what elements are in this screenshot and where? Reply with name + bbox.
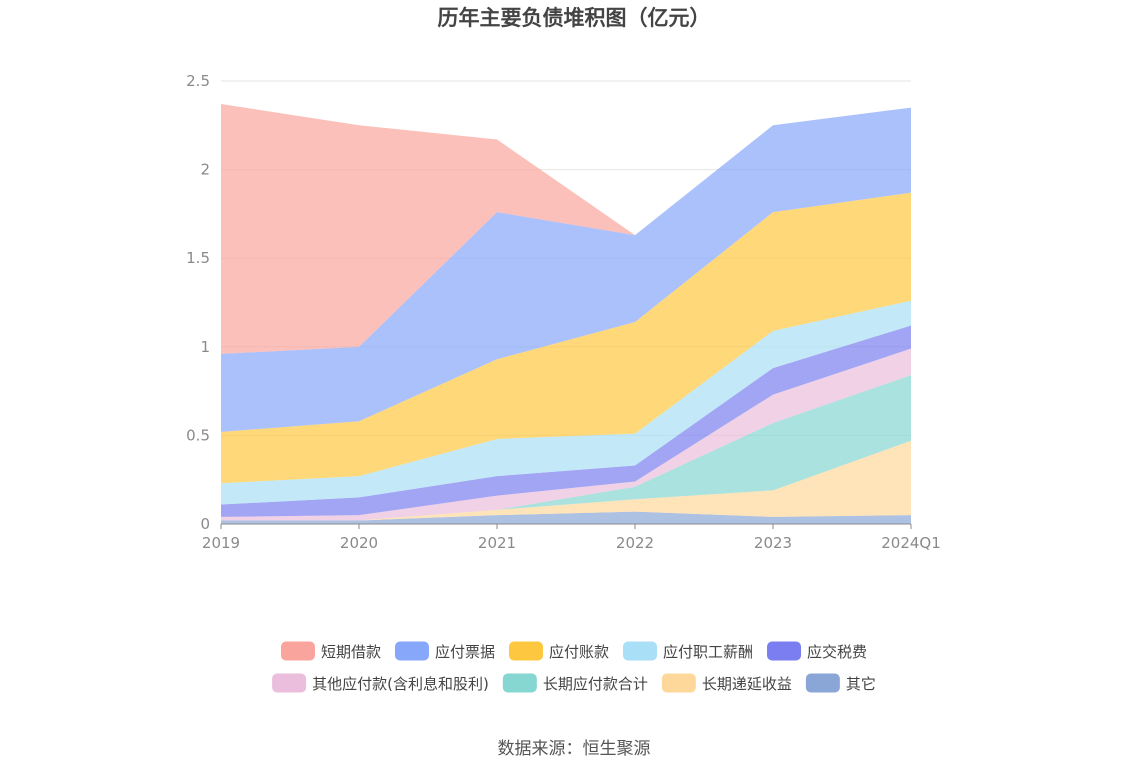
x-tick-label: 2022 [616, 534, 654, 552]
legend-swatch [280, 641, 315, 661]
legend-swatch [272, 673, 307, 693]
legend-item[interactable]: 其它 [805, 673, 876, 694]
y-tick-label: 1 [200, 338, 210, 356]
area-series [221, 192, 911, 484]
y-tick-label: 2.5 [186, 72, 210, 90]
area-series [221, 511, 911, 524]
legend-label: 长期递延收益 [702, 675, 792, 693]
legend-item[interactable]: 应付票据 [394, 641, 495, 662]
legend-label: 长期应付款合计 [543, 675, 648, 693]
legend-swatch [767, 641, 802, 661]
x-tick-label: 2020 [340, 534, 378, 552]
x-tick-label: 2019 [202, 534, 240, 552]
x-tick-label: 2021 [478, 534, 516, 552]
legend-swatch [805, 673, 840, 693]
legend-label: 短期借款 [321, 643, 381, 661]
axes: 0 0.5 1 1.5 2 2.5 2019 2020 2021 2022 2023 2024Q1 [186, 72, 941, 552]
area-series [221, 440, 911, 521]
legend-label: 其它 [846, 675, 876, 693]
legend-item[interactable]: 长期应付款合计 [502, 673, 648, 694]
area-series [221, 104, 911, 354]
legend-item[interactable]: 应付账款 [508, 641, 609, 662]
legend-swatch [661, 673, 696, 693]
legend-item[interactable]: 长期递延收益 [661, 673, 792, 694]
y-tick-label: 1.5 [186, 249, 210, 267]
legend-swatch [623, 641, 658, 661]
y-tick-label: 2 [200, 161, 210, 179]
legend-item[interactable]: 应交税费 [767, 641, 867, 662]
y-tick-label: 0.5 [186, 426, 210, 444]
legend-item[interactable]: 其他应付款(含利息和股利) [272, 673, 489, 694]
area-series [221, 300, 911, 505]
chart-title: 历年主要负债堆积图（亿元） [438, 6, 711, 30]
area-series [221, 325, 911, 517]
legend-label: 应交税费 [807, 643, 867, 661]
area-series [221, 107, 911, 432]
legend-item[interactable]: 短期借款 [280, 641, 381, 662]
legend-swatch [508, 641, 543, 661]
legend-item[interactable]: 应付职工薪酬 [623, 641, 753, 662]
stacked-areas [221, 104, 911, 524]
area-series [221, 375, 911, 521]
legend-swatch [502, 673, 537, 693]
legend-label: 应付账款 [549, 643, 609, 661]
legend-label: 应付职工薪酬 [663, 643, 753, 661]
legend-label: 其他应付款(含利息和股利) [312, 675, 489, 693]
x-tick-label: 2023 [754, 534, 792, 552]
legend-label: 应付票据 [435, 643, 495, 661]
x-tick-label: 2024Q1 [881, 534, 941, 552]
legend-swatch [394, 641, 429, 661]
y-tick-label: 0 [200, 515, 210, 533]
source-note: 数据来源：恒生聚源 [498, 739, 651, 759]
